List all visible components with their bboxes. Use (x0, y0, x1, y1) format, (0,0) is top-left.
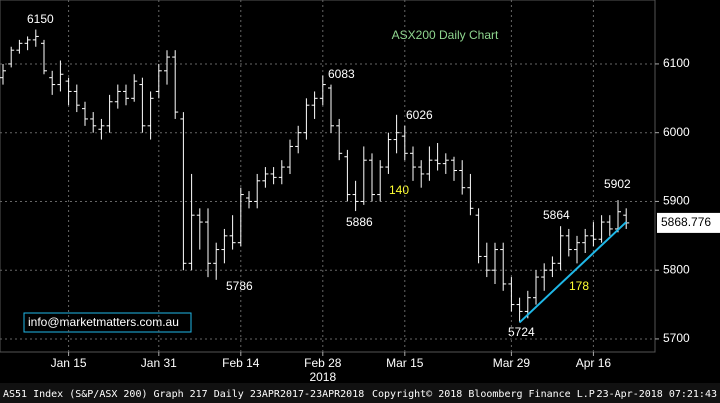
x-tick-label: Feb 14 (222, 356, 260, 370)
x-tick-label: Apr 16 (576, 356, 612, 370)
footer-right: 23-Apr-2018 07:21:43 (597, 389, 717, 400)
x-tick-label: Jan 15 (51, 356, 87, 370)
x-tick-label: Mar 15 (386, 356, 424, 370)
x-tick-label: Mar 29 (493, 356, 531, 370)
y-tick-label: 5700 (663, 331, 690, 345)
annotation: 6026 (406, 108, 433, 122)
annotation: 6150 (27, 12, 54, 26)
range-label: 140 (389, 183, 409, 197)
annotation: 5886 (346, 215, 373, 229)
last-price-box (657, 212, 720, 233)
x-tick-label: Jan 31 (141, 356, 177, 370)
last-price-label: 5868.776 (661, 215, 711, 229)
trendline (518, 221, 627, 324)
y-tick-label: 5900 (663, 194, 690, 208)
watermark: info@marketmatters.com.au (28, 315, 179, 329)
annotation: 6083 (328, 67, 355, 81)
watermark-box (23, 312, 192, 333)
annotation: 5724 (508, 325, 535, 339)
chart-title: ASX200 Daily Chart (392, 28, 499, 42)
y-tick-label: 6100 (663, 56, 690, 70)
footer-center: Copyright© 2018 Bloomberg Finance L.P. (372, 389, 601, 400)
annotation: 5864 (543, 208, 570, 222)
year-label: 2018 (309, 370, 336, 384)
footer-bar (0, 383, 720, 403)
footer-left: AS51 Index (S&P/ASX 200) Graph 217 Daily… (3, 389, 364, 400)
x-tick-label: Feb 28 (304, 356, 342, 370)
range-label: 178 (569, 279, 589, 293)
annotation: 5902 (604, 177, 631, 191)
y-tick-label: 5800 (663, 262, 690, 276)
plot-frame (0, 0, 656, 353)
annotation: 5786 (226, 279, 253, 293)
y-tick-label: 6000 (663, 125, 690, 139)
